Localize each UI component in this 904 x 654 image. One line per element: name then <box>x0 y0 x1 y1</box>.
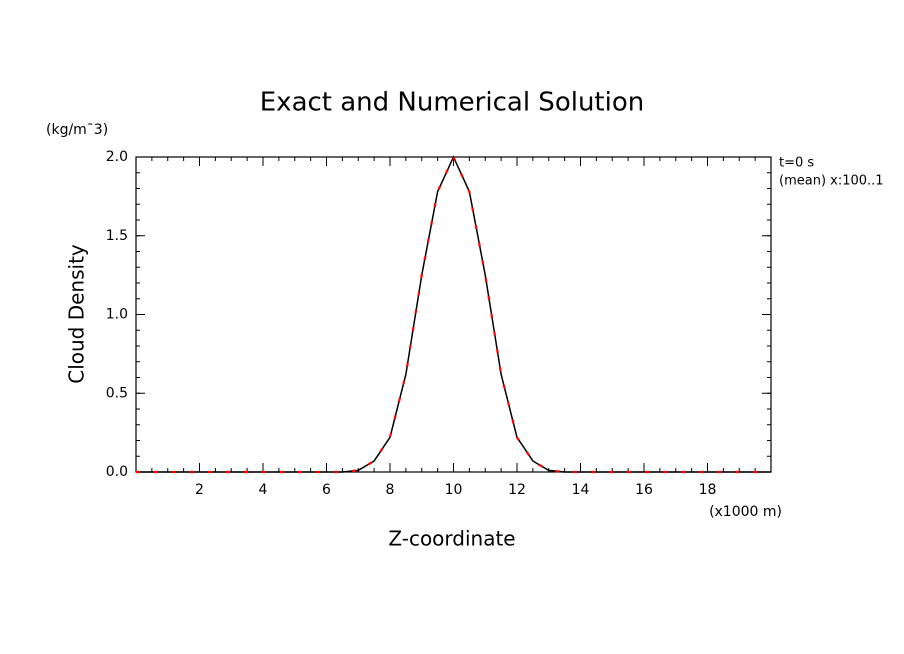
x-tick-label: 8 <box>386 482 395 498</box>
x-unit: (x1000 m) <box>709 504 782 520</box>
y-tick-label: 0.5 <box>106 385 128 401</box>
data-line <box>136 155 771 473</box>
y-tick-label: 1.0 <box>106 307 128 323</box>
x-tick-label: 6 <box>322 482 331 498</box>
x-tick-label: 14 <box>572 482 590 498</box>
x-tick-label: 18 <box>699 482 717 498</box>
y-tick-label: 1.5 <box>106 228 128 244</box>
annotation: (mean) x:100..1 <box>779 174 884 189</box>
x-tick-label: 16 <box>635 482 653 498</box>
y-axis-label: Cloud Density <box>65 244 89 384</box>
x-axis-label: Z-coordinate <box>388 527 515 551</box>
x-tick-label: 10 <box>445 482 463 498</box>
chart-title: Exact and Numerical Solution <box>260 88 644 118</box>
x-tick-label: 12 <box>508 482 526 498</box>
x-tick-label: 4 <box>259 482 268 498</box>
plot-frame <box>135 156 772 473</box>
y-unit: (kg/m¯3) <box>46 122 108 138</box>
annotation: t=0 s <box>779 156 814 171</box>
x-tick-label: 2 <box>195 482 204 498</box>
y-tick-label: 0.0 <box>106 464 128 480</box>
data-line <box>136 154 771 474</box>
y-tick-label: 2.0 <box>106 149 128 165</box>
